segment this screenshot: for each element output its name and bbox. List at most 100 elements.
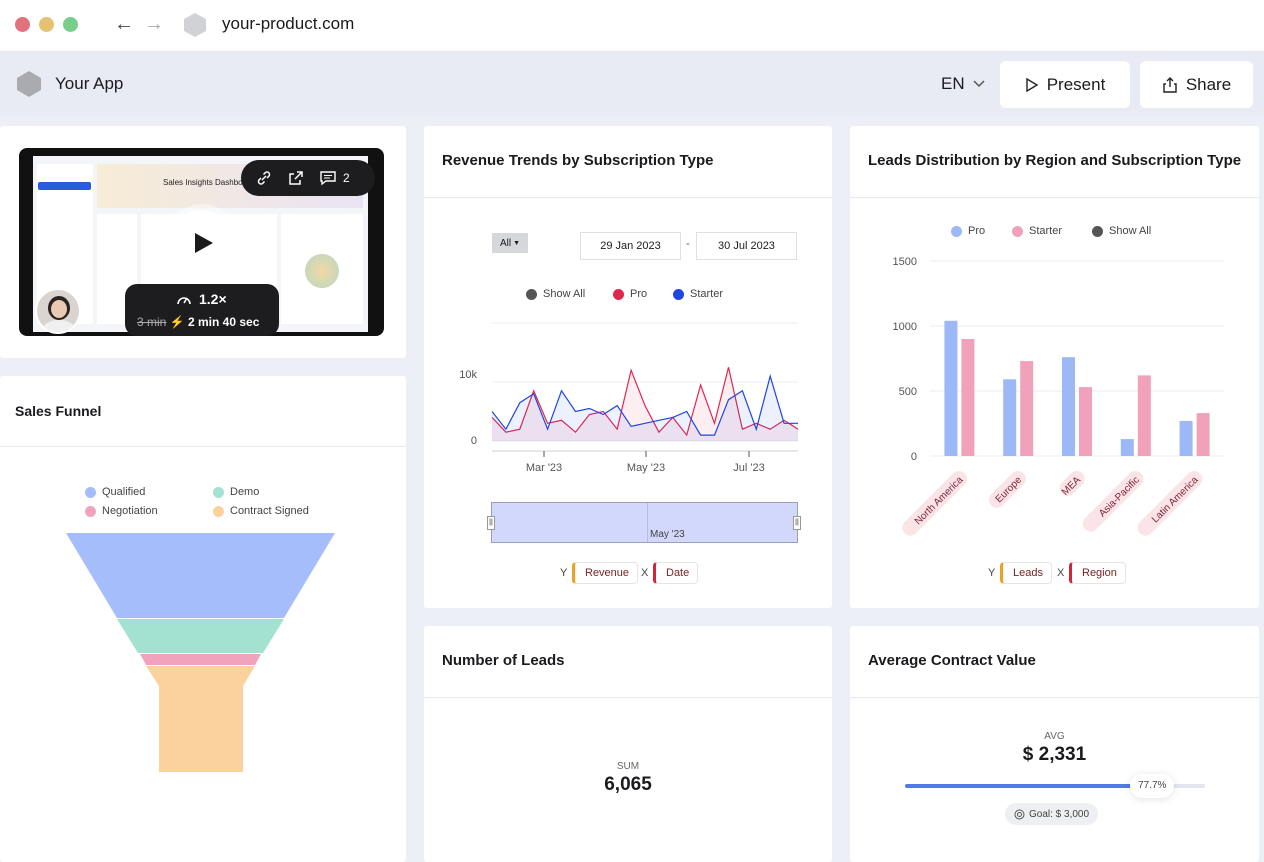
y-tick-label: 500 [899,386,917,398]
y-tick-label: 1000 [893,321,917,333]
language-selector[interactable]: EN [941,74,985,94]
number-of-leads-card: Number of Leads SUM 6,065 [424,626,832,862]
revenue-line-chart: 10k 0 Mar '23 May '23 Jul '23 [459,322,799,474]
x-tick-label: Latin America [1150,474,1201,525]
back-arrow-icon[interactable]: ← [114,13,134,35]
x-axis-letter: X [641,567,649,579]
brush-left-handle[interactable]: || [487,516,495,530]
maximize-window-dot[interactable] [63,17,78,32]
bar-starter [961,339,975,456]
legend-item[interactable]: Starter [1012,225,1062,237]
y-axis-letter: Y [988,567,996,579]
x-tick-label-bg [902,470,968,536]
series-line-starter [491,373,798,436]
bar-starter [1079,387,1092,456]
x-tick-label-bg [1082,470,1144,532]
thumb-title: Sales Insights Dashbo [163,178,243,187]
x-axis-letter: X [1057,567,1065,579]
legend-item[interactable]: Demo [213,486,259,498]
kpi-value: $ 2,331 [1022,744,1087,765]
y-field-chip[interactable]: Revenue [572,562,639,584]
presenter-avatar [35,288,81,334]
video-card: Sales Insights Dashbo 2 1.2× 3 [0,126,406,358]
kpi-value: 6,065 [604,774,652,795]
card-title: Revenue Trends by Subscription Type [442,152,714,169]
app-name: Your App [55,74,124,93]
video-player[interactable]: Sales Insights Dashbo 2 1.2× 3 [19,148,384,336]
aggregation-label: SUM [616,761,640,772]
close-window-dot[interactable] [15,17,30,32]
comment-icon[interactable] [319,169,337,187]
bar-pro [1003,379,1017,456]
series-area-starter [492,376,798,441]
y-field-chip[interactable]: Leads [1000,562,1052,584]
legend-item[interactable]: Contract Signed [213,505,309,517]
legend-item[interactable]: Pro [613,288,647,300]
comment-count: 2 [343,171,350,185]
play-button[interactable] [169,210,235,276]
x-field-chip[interactable]: Date [653,562,699,584]
x-field-chip[interactable]: Region [1069,562,1126,584]
link-icon[interactable] [255,169,273,187]
card-title: Leads Distribution by Region and Subscri… [868,152,1242,169]
legend-item[interactable]: Show All [526,288,585,300]
card-divider [850,197,1259,198]
funnel-stage-negotiation[interactable] [140,654,261,665]
legend-item[interactable]: Show All [1092,225,1151,237]
x-tick-label-bg [1137,470,1203,536]
date-from-input[interactable]: 29 Jan 2023 [580,232,681,260]
play-outline-icon [1026,77,1039,92]
legend-item[interactable]: Starter [673,288,723,300]
x-tick-label: Mar '23 [526,462,562,474]
present-button[interactable]: Present [1000,61,1130,108]
card-divider [850,697,1259,698]
minimize-window-dot[interactable] [39,17,54,32]
thumb-sidebar-active [38,182,91,190]
share-button[interactable]: Share [1140,61,1253,108]
x-tick-label-group: MEA [1059,470,1085,498]
bar-pro [944,320,958,456]
goal-badge: Goal: $ 3,000 [1005,803,1099,825]
legend-item[interactable]: Negotiation [85,505,158,517]
y-tick-label: 0 [471,435,477,447]
date-to-input[interactable]: 30 Jul 2023 [696,232,797,260]
x-tick-label-group: Europe [988,470,1026,508]
progress-percent-badge: 77.7% [1130,774,1175,798]
external-link-icon[interactable] [287,169,305,187]
date-range-brush[interactable]: May '23 [491,502,798,543]
y-tick-label: 10k [459,369,477,381]
x-tick-label: North America [913,474,966,527]
funnel-stage-demo[interactable] [117,619,284,653]
speed-value: 1.2× [199,291,227,307]
share-label: Share [1185,74,1232,94]
x-tick-label-group: North America [902,470,968,536]
bar-pro [1120,439,1134,456]
forward-arrow-icon[interactable]: → [144,13,164,35]
app-logo-icon [17,71,41,97]
date-separator: - [686,238,690,250]
sales-funnel-card: Sales Funnel Qualified Demo Negotiation … [0,376,406,862]
app-header: Your App EN Present Share [0,52,1264,116]
funnel-stage-qualified[interactable] [66,533,335,618]
brush-right-handle[interactable]: || [793,516,801,530]
share-icon [1163,76,1177,93]
average-contract-card: Average Contract Value AVG $ 2,331 77.7%… [850,626,1259,862]
bar-starter [1196,413,1210,456]
legend-item[interactable]: Qualified [85,486,145,498]
x-tick-label-group: Latin America [1137,470,1203,536]
bar-starter [1137,375,1151,456]
url-text[interactable]: your-product.com [222,14,355,33]
y-tick-label: 1500 [893,256,917,268]
speed-badge[interactable]: 1.2× 3 min ⚡ 2 min 40 sec [125,284,279,336]
subscription-filter-select[interactable]: All ▼ [492,233,528,253]
bar-starter [1020,361,1034,456]
goal-progress-track [905,784,1205,788]
caret-down-icon: ▼ [513,239,521,247]
original-duration: 3 min [137,315,167,329]
play-icon [195,233,213,253]
series-area-pro [492,367,798,441]
legend-item[interactable]: Pro [951,225,985,237]
x-tick-label: Asia-Pacific [1097,475,1142,520]
funnel-stage-contract-signed[interactable] [146,666,255,772]
card-title: Average Contract Value [868,652,1036,669]
